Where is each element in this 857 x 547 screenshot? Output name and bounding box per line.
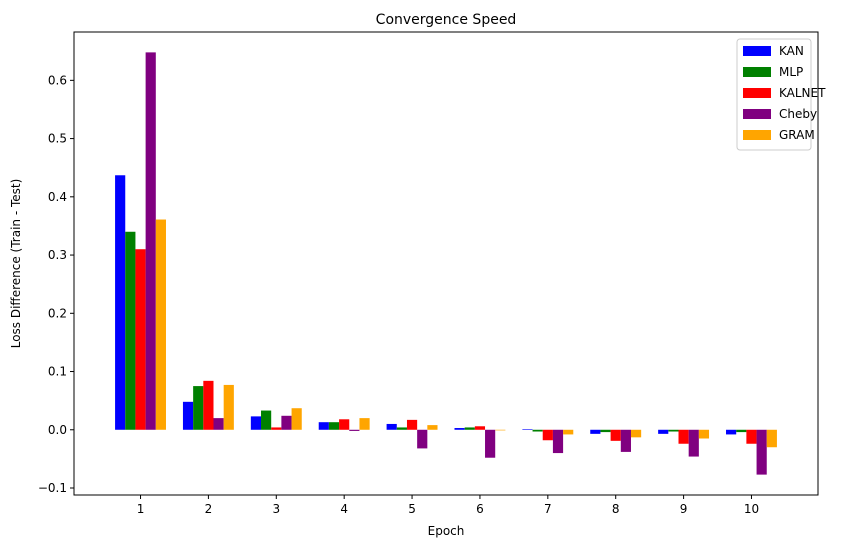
bar-kan-epoch-2: [182, 401, 194, 430]
legend-swatch-kalnet: [743, 88, 771, 98]
x-tick-label: 9: [680, 502, 688, 516]
y-tick-label: 0.4: [48, 190, 67, 204]
x-tick-label: 10: [744, 502, 759, 516]
bar-gram-epoch-6: [495, 429, 506, 431]
x-tick-label: 6: [476, 502, 484, 516]
bar-kan-epoch-1: [115, 175, 126, 430]
y-tick-label: 0.1: [48, 365, 67, 379]
bar-mlp-epoch-2: [193, 386, 204, 430]
bar-gram-epoch-5: [427, 425, 438, 430]
y-tick-label: 0.3: [48, 248, 67, 262]
x-tick-label: 2: [205, 502, 213, 516]
bar-kan-epoch-9: [658, 429, 669, 434]
bar-kan-epoch-7: [522, 429, 533, 430]
x-tick-label: 8: [612, 502, 620, 516]
chart-title: Convergence Speed: [376, 12, 517, 28]
bar-kalnet-epoch-9: [678, 429, 689, 444]
bar-cheby-epoch-4: [349, 429, 360, 431]
bar-kalnet-epoch-7: [542, 429, 553, 441]
y-tick-label: 0.2: [48, 306, 67, 320]
bar-cheby-epoch-1: [145, 52, 156, 430]
plot-frame: [73, 31, 819, 496]
bar-cheby-epoch-8: [620, 429, 631, 452]
bar-cheby-epoch-3: [281, 415, 292, 430]
x-tick-label: 4: [340, 502, 348, 516]
bar-gram-epoch-7: [563, 429, 574, 435]
legend-box: [736, 38, 812, 151]
legend-swatch-gram: [743, 130, 771, 140]
bar-gram-epoch-1: [155, 219, 166, 430]
bar-kan-epoch-8: [590, 429, 601, 434]
bar-kan-epoch-4: [318, 422, 329, 430]
bar-mlp-epoch-3: [261, 410, 272, 430]
bar-mlp-epoch-8: [600, 429, 611, 433]
bar-mlp-epoch-7: [532, 429, 543, 432]
x-axis-label: Epoch: [428, 524, 465, 538]
legend-swatch-kan: [743, 46, 771, 56]
y-tick-label: 0.5: [48, 132, 67, 146]
bar-kan-epoch-6: [454, 428, 465, 430]
legend-label-kalnet: KALNET: [779, 86, 826, 100]
bar-kalnet-epoch-10: [746, 429, 757, 444]
bar-cheby-epoch-10: [756, 429, 767, 475]
bar-mlp-epoch-4: [328, 422, 340, 430]
bar-gram-epoch-8: [630, 429, 642, 438]
bar-gram-epoch-10: [766, 429, 777, 448]
legend-label-gram: GRAM: [779, 128, 815, 142]
bar-kan-epoch-10: [726, 429, 737, 435]
bar-kalnet-epoch-5: [406, 419, 418, 430]
bar-cheby-epoch-5: [417, 429, 428, 449]
bar-kan-epoch-5: [386, 423, 397, 430]
bar-kalnet-epoch-6: [474, 426, 486, 430]
bar-kan-epoch-3: [250, 416, 262, 430]
legend-label-mlp: MLP: [779, 65, 803, 79]
bar-kalnet-epoch-2: [203, 380, 214, 430]
x-tick-label: 3: [272, 502, 280, 516]
x-tick-label: 1: [137, 502, 145, 516]
y-axis-label: Loss Difference (Train - Test): [9, 179, 23, 349]
bars-layer: [115, 52, 777, 475]
bar-kalnet-epoch-1: [135, 249, 146, 430]
bar-cheby-epoch-6: [485, 429, 496, 458]
legend: KAN MLP KALNET Cheby GRAM: [736, 38, 826, 151]
bar-mlp-epoch-1: [125, 231, 136, 430]
bar-kalnet-epoch-8: [610, 429, 621, 441]
bar-cheby-epoch-9: [688, 429, 699, 457]
axes-layer: 1 2 3 4 5 6 7 8 9 10 −0.1 0.0 0.1 0.2 0.3 0.4 0.5 0.6: [38, 73, 759, 516]
legend-swatch-mlp: [743, 67, 771, 77]
bar-mlp-epoch-5: [396, 427, 407, 430]
y-tick-label: 0.0: [48, 423, 67, 437]
bar-mlp-epoch-10: [736, 429, 747, 433]
bar-mlp-epoch-6: [464, 427, 475, 430]
bar-gram-epoch-4: [359, 418, 370, 430]
bar-gram-epoch-9: [698, 429, 710, 439]
x-tick-label: 7: [544, 502, 552, 516]
bar-cheby-epoch-7: [552, 429, 564, 454]
bar-gram-epoch-2: [223, 384, 234, 430]
bar-mlp-epoch-9: [668, 429, 679, 432]
y-tick-label: 0.6: [48, 73, 67, 87]
y-tick-label: −0.1: [38, 481, 67, 495]
legend-swatch-cheby: [743, 109, 771, 119]
legend-label-kan: KAN: [779, 44, 804, 58]
legend-label-cheby: Cheby: [779, 107, 817, 121]
bar-cheby-epoch-2: [213, 418, 224, 430]
bar-kalnet-epoch-3: [271, 427, 282, 430]
bar-kalnet-epoch-4: [339, 419, 350, 430]
bar-gram-epoch-3: [291, 408, 302, 430]
x-tick-label: 5: [408, 502, 416, 516]
